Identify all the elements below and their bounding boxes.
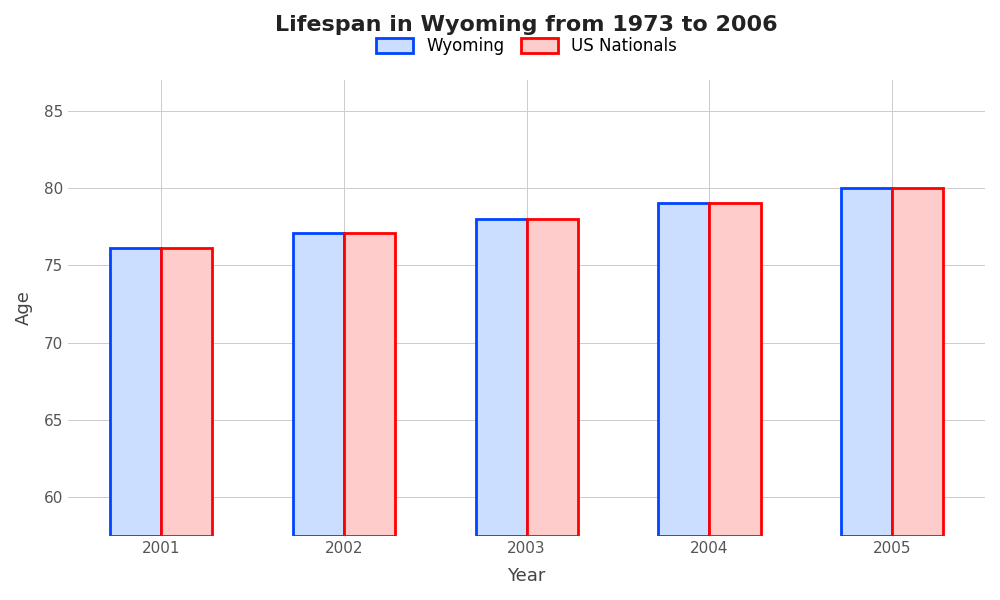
Bar [293, 233, 344, 536]
Bar [344, 233, 395, 536]
Bar [709, 203, 761, 536]
Legend: Wyoming, US Nationals: Wyoming, US Nationals [368, 29, 685, 63]
Bar [161, 248, 212, 536]
Y-axis label: Age: Age [15, 290, 33, 325]
Title: Lifespan in Wyoming from 1973 to 2006: Lifespan in Wyoming from 1973 to 2006 [275, 15, 778, 35]
Bar [841, 188, 892, 536]
Bar [110, 248, 161, 536]
Bar [527, 219, 578, 536]
X-axis label: Year: Year [507, 567, 546, 585]
Bar [892, 188, 943, 536]
Bar [476, 219, 527, 536]
Bar [658, 203, 709, 536]
